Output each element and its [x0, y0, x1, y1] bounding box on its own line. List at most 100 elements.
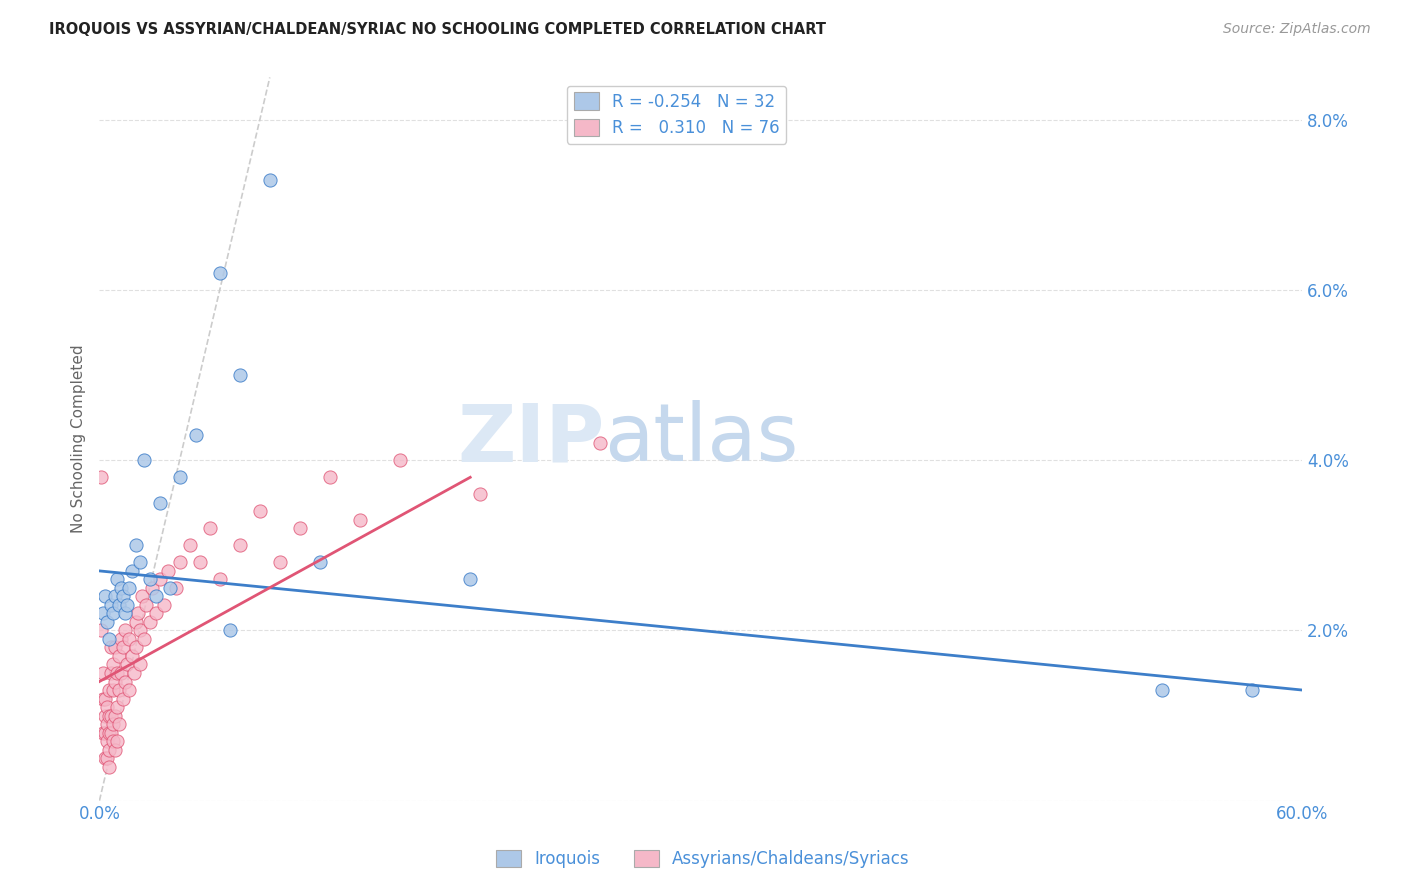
Point — [112, 691, 135, 706]
Point — [138, 615, 160, 629]
Point — [94, 725, 117, 739]
Point — [93, 691, 115, 706]
Point — [152, 598, 174, 612]
Point — [458, 573, 481, 587]
Point — [1150, 683, 1173, 698]
Point — [208, 573, 231, 587]
Point — [103, 683, 125, 698]
Text: IROQUOIS VS ASSYRIAN/CHALDEAN/SYRIAC NO SCHOOLING COMPLETED CORRELATION CHART: IROQUOIS VS ASSYRIAN/CHALDEAN/SYRIAC NO … — [49, 22, 827, 37]
Point — [96, 734, 118, 748]
Point — [148, 573, 170, 587]
Point — [349, 513, 371, 527]
Point — [128, 555, 150, 569]
Point — [100, 708, 122, 723]
Point — [188, 555, 211, 569]
Point — [135, 598, 157, 612]
Point — [124, 640, 146, 655]
Point — [208, 266, 231, 280]
Point — [114, 607, 136, 621]
Point — [100, 598, 122, 612]
Point — [90, 470, 112, 484]
Point — [100, 665, 122, 680]
Y-axis label: No Schooling Completed: No Schooling Completed — [72, 344, 86, 533]
Point — [389, 453, 412, 467]
Point — [145, 607, 167, 621]
Point — [470, 487, 492, 501]
Point — [107, 665, 129, 680]
Point — [93, 665, 115, 680]
Point — [98, 708, 121, 723]
Point — [249, 504, 271, 518]
Point — [179, 538, 201, 552]
Point — [117, 598, 139, 612]
Point — [118, 632, 141, 646]
Point — [145, 590, 167, 604]
Point — [104, 640, 127, 655]
Point — [148, 496, 170, 510]
Point — [98, 725, 121, 739]
Point — [107, 700, 129, 714]
Point — [288, 521, 311, 535]
Point — [269, 555, 291, 569]
Point — [110, 581, 132, 595]
Point — [107, 573, 129, 587]
Point — [98, 742, 121, 756]
Point — [90, 624, 112, 638]
Point — [93, 607, 115, 621]
Point — [159, 581, 181, 595]
Point — [104, 590, 127, 604]
Point — [124, 615, 146, 629]
Point — [259, 172, 281, 186]
Point — [93, 725, 115, 739]
Point — [114, 674, 136, 689]
Text: atlas: atlas — [605, 400, 799, 478]
Point — [184, 427, 207, 442]
Legend: R = -0.254   N = 32, R =   0.310   N = 76: R = -0.254 N = 32, R = 0.310 N = 76 — [567, 86, 786, 144]
Point — [229, 368, 252, 383]
Point — [104, 708, 127, 723]
Point — [98, 759, 121, 773]
Point — [104, 742, 127, 756]
Point — [218, 624, 240, 638]
Point — [103, 734, 125, 748]
Point — [108, 717, 131, 731]
Point — [98, 683, 121, 698]
Point — [169, 470, 191, 484]
Point — [169, 555, 191, 569]
Point — [121, 648, 143, 663]
Point — [96, 751, 118, 765]
Point — [108, 683, 131, 698]
Point — [98, 632, 121, 646]
Point — [128, 624, 150, 638]
Point — [112, 590, 135, 604]
Point — [94, 691, 117, 706]
Point — [121, 564, 143, 578]
Text: ZIP: ZIP — [457, 400, 605, 478]
Point — [114, 624, 136, 638]
Point — [1240, 683, 1263, 698]
Point — [112, 640, 135, 655]
Point — [127, 607, 149, 621]
Point — [309, 555, 332, 569]
Point — [156, 564, 179, 578]
Point — [589, 436, 612, 450]
Point — [110, 632, 132, 646]
Point — [103, 717, 125, 731]
Point — [103, 607, 125, 621]
Point — [108, 648, 131, 663]
Point — [124, 538, 146, 552]
Point — [138, 573, 160, 587]
Point — [122, 665, 145, 680]
Legend: Iroquois, Assyrians/Chaldeans/Syriacs: Iroquois, Assyrians/Chaldeans/Syriacs — [489, 843, 917, 875]
Point — [96, 700, 118, 714]
Point — [141, 581, 163, 595]
Text: Source: ZipAtlas.com: Source: ZipAtlas.com — [1223, 22, 1371, 37]
Point — [96, 615, 118, 629]
Point — [117, 657, 139, 672]
Point — [108, 598, 131, 612]
Point — [118, 683, 141, 698]
Point — [118, 581, 141, 595]
Point — [131, 590, 153, 604]
Point — [165, 581, 187, 595]
Point — [94, 751, 117, 765]
